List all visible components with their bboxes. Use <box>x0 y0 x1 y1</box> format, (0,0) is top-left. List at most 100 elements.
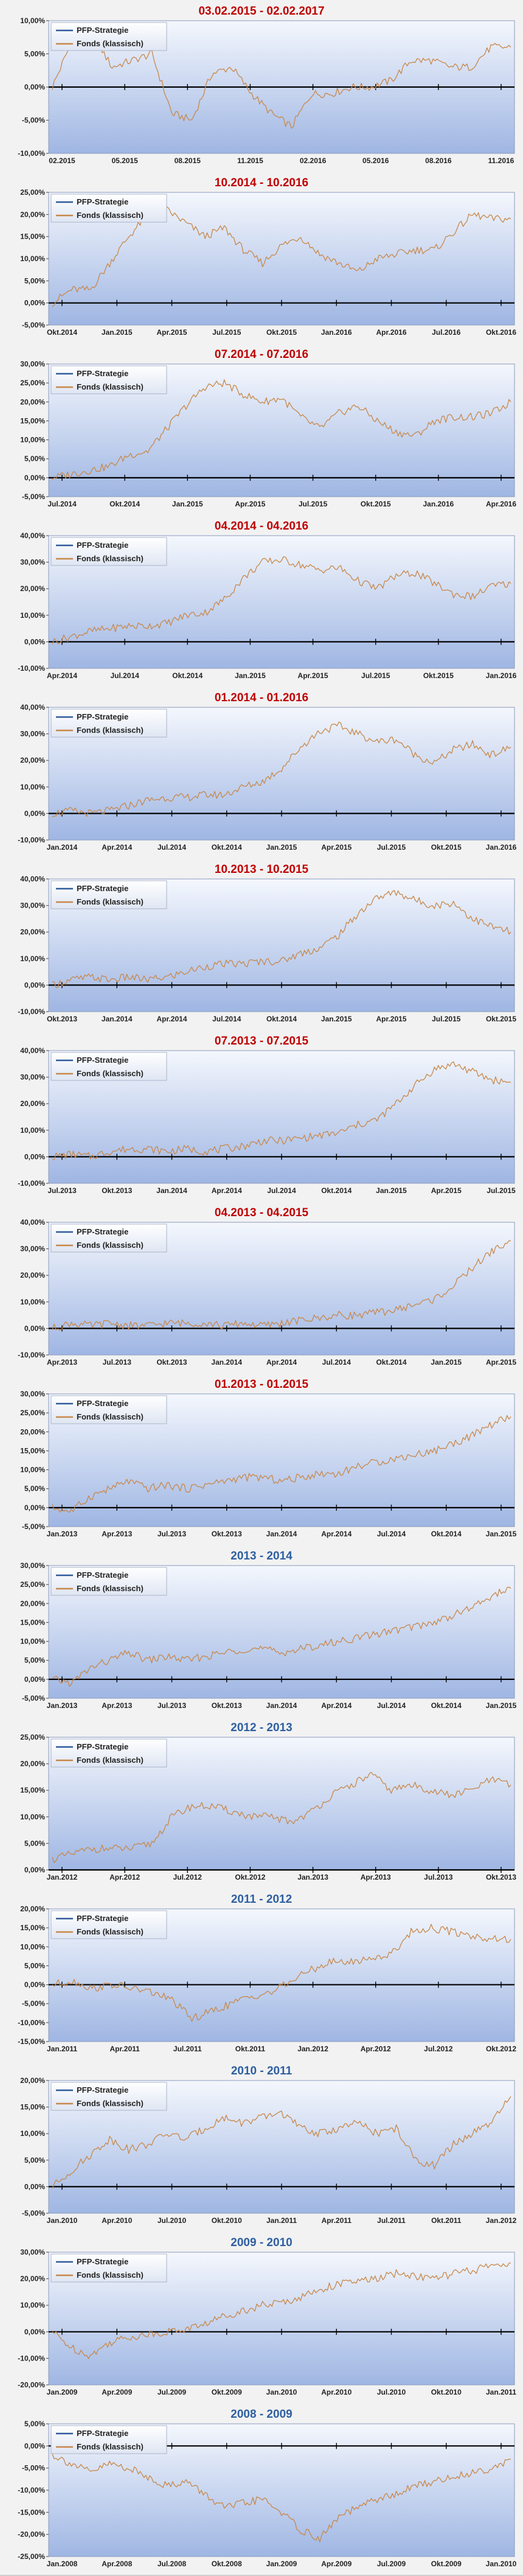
chart-panel: 10.2013 - 10.2015 -10,00% 0,00% 10,00% 20,00… <box>0 858 523 1031</box>
chart-panel: 2008 - 2009 -25,00% -20,00% -15,00% -10,00% -… <box>0 2403 523 2576</box>
chart-svg: 2008 - 2009 -25,00% -20,00% -15,00% -10,00% -… <box>18 2408 517 2568</box>
y-tick-label: 20,00% <box>20 2275 45 2283</box>
x-tick-label: Okt.2010 <box>431 2388 462 2396</box>
x-tick-label: Jul.2014 <box>377 1701 406 1710</box>
y-tick-label: 10,00% <box>20 1942 45 1951</box>
chart-title: 04.2013 - 04.2015 <box>215 1206 309 1219</box>
x-tick-label: Jan.2011 <box>47 2045 77 2053</box>
chart-svg: 07.2013 - 07.2015 -10,00% 0,00% 10,00% 20,00… <box>18 1035 516 1195</box>
y-tick-label: 10,00% <box>20 16 45 25</box>
y-tick-label: 30,00% <box>20 730 45 738</box>
y-tick-label: 0,00% <box>24 809 45 817</box>
legend <box>50 1567 167 1596</box>
y-tick-label: 25,00% <box>20 1733 45 1741</box>
x-tick-label: Jul.2014 <box>377 1530 406 1538</box>
series-line-fonds <box>52 1771 511 1863</box>
chart-panel: 10.2014 - 10.2016 -5,00% 0,00% 5,00% 10,00% 1… <box>0 172 523 345</box>
chart-svg: 01.2013 - 01.2015 -5,00% 0,00% 5,00% 10,00% 1… <box>20 1378 516 1538</box>
series-line-fonds <box>52 1240 511 1331</box>
x-tick-label: 02.2016 <box>300 156 327 165</box>
chart-svg: 2012 - 2013 0,00% 5,00% 10,00% 15,00% 20,00% 2… <box>20 1721 516 1881</box>
y-tick-label: 30,00% <box>20 2248 45 2256</box>
chart-title: 2008 - 2009 <box>230 2408 292 2421</box>
x-tick-label: Okt.2013 <box>486 1873 516 1881</box>
x-tick-label: 02.2015 <box>49 156 75 165</box>
x-tick-label: Jan.2013 <box>297 1873 328 1881</box>
x-tick-label: Jul.2014 <box>47 500 77 508</box>
chart-panel: 03.02.2015 - 02.02.2017 -10,00% -5,00% 0,00… <box>0 0 523 173</box>
legend-label: PFP-Strategie <box>77 2257 128 2266</box>
chart-title: 10.2014 - 10.2016 <box>215 177 308 189</box>
legend-label: Fonds (klassisch) <box>77 2442 144 2451</box>
x-tick-label: Jul.2012 <box>424 2045 453 2053</box>
x-tick-label: Jul.2009 <box>377 2560 406 2568</box>
y-tick-label: 40,00% <box>20 875 45 883</box>
series-line-fonds <box>52 30 511 129</box>
legend-label: Fonds (klassisch) <box>77 1927 144 1936</box>
chart-title: 2009 - 2010 <box>230 2236 292 2249</box>
x-tick-label: Apr.2014 <box>212 1186 242 1195</box>
y-tick-label: 40,00% <box>20 1046 45 1055</box>
x-tick-label: Jan.2015 <box>321 1015 352 1023</box>
y-tick-label: -10,00% <box>18 1179 45 1188</box>
legend-label: PFP-Strategie <box>77 1055 128 1065</box>
y-tick-label: 0,00% <box>24 1152 45 1161</box>
y-tick-label: 10,00% <box>20 1298 45 1306</box>
chart-panel: 04.2013 - 04.2015 -10,00% 0,00% 10,00% 20,00… <box>0 1202 523 1374</box>
y-tick-label: -10,00% <box>18 2354 45 2362</box>
x-tick-label: Jan.2016 <box>321 328 352 337</box>
chart-svg: 10.2014 - 10.2016 -5,00% 0,00% 5,00% 10,00% 1… <box>20 177 516 337</box>
chart-panel: 01.2014 - 01.2016 -10,00% 0,00% 10,00% 20,00… <box>0 687 523 859</box>
legend <box>50 2253 167 2283</box>
x-tick-label: Jan.2016 <box>423 500 454 508</box>
x-tick-label: Apr.2015 <box>431 1186 462 1195</box>
y-tick-label: 30,00% <box>20 1390 45 1398</box>
y-tick-label: -5,00% <box>22 321 45 329</box>
y-tick-label: 5,00% <box>24 276 45 285</box>
legend-label: PFP-Strategie <box>77 2429 128 2438</box>
x-tick-label: 05.2016 <box>362 156 389 165</box>
y-tick-label: -10,00% <box>18 2486 45 2494</box>
x-tick-label: Apr.2016 <box>376 328 406 337</box>
x-tick-label: 11.2016 <box>488 156 514 165</box>
legend-label: Fonds (klassisch) <box>77 382 144 391</box>
x-tick-label: Jan.2010 <box>486 2560 517 2568</box>
x-tick-label: Jan.2015 <box>235 671 266 680</box>
x-tick-label: Apr.2011 <box>109 2045 140 2053</box>
x-tick-label: Okt.2014 <box>431 1530 462 1538</box>
legend <box>50 365 167 394</box>
y-tick-label: 20,00% <box>20 1599 45 1608</box>
y-tick-label: -10,00% <box>18 836 45 844</box>
legend <box>50 1910 167 1939</box>
x-tick-label: Jul.2013 <box>158 1701 187 1710</box>
chart-svg: 01.2014 - 01.2016 -10,00% 0,00% 10,00% 20,00… <box>18 691 516 852</box>
chart-svg: 03.02.2015 - 02.02.2017 -10,00% -5,00% 0,00… <box>18 5 515 165</box>
chart-title: 2011 - 2012 <box>231 1893 292 1906</box>
x-tick-label: 08.2015 <box>175 156 201 165</box>
x-tick-label: Okt.2009 <box>212 2388 242 2396</box>
chart-panel: 2013 - 2014 -5,00% 0,00% 5,00% 10,00% 15,00% 2… <box>0 1545 523 1718</box>
y-tick-label: 30,00% <box>20 1245 45 1253</box>
chart-panel: 2009 - 2010 -20,00% -10,00% 0,00% 10,00% 20,0… <box>0 2231 523 2404</box>
y-tick-label: -10,00% <box>18 1351 45 1359</box>
x-tick-label: Jul.2016 <box>432 328 461 337</box>
legend-label: PFP-Strategie <box>77 369 128 378</box>
y-tick-label: 40,00% <box>20 531 45 540</box>
x-tick-label: Okt.2013 <box>47 1015 77 1023</box>
x-tick-label: Apr.2015 <box>235 500 265 508</box>
legend-label: PFP-Strategie <box>77 26 128 35</box>
series-line-fonds <box>52 721 511 817</box>
y-tick-label: 0,00% <box>24 637 45 646</box>
y-tick-label: 5,00% <box>24 2156 45 2165</box>
x-tick-label: Jul.2014 <box>267 1186 296 1195</box>
chart-panel: 2012 - 2013 0,00% 5,00% 10,00% 15,00% 20,00% 2… <box>0 1717 523 1889</box>
y-tick-label: 10,00% <box>20 2301 45 2309</box>
legend <box>50 2425 167 2454</box>
legend-label: Fonds (klassisch) <box>77 1241 144 1250</box>
y-tick-label: -5,00% <box>22 492 45 501</box>
x-tick-label: Jul.2015 <box>299 500 328 508</box>
x-tick-label: Jan.2015 <box>376 1186 407 1195</box>
chart-title: 2010 - 2011 <box>231 2065 293 2077</box>
legend-label: Fonds (klassisch) <box>77 1069 144 1078</box>
x-tick-label: 05.2015 <box>111 156 138 165</box>
